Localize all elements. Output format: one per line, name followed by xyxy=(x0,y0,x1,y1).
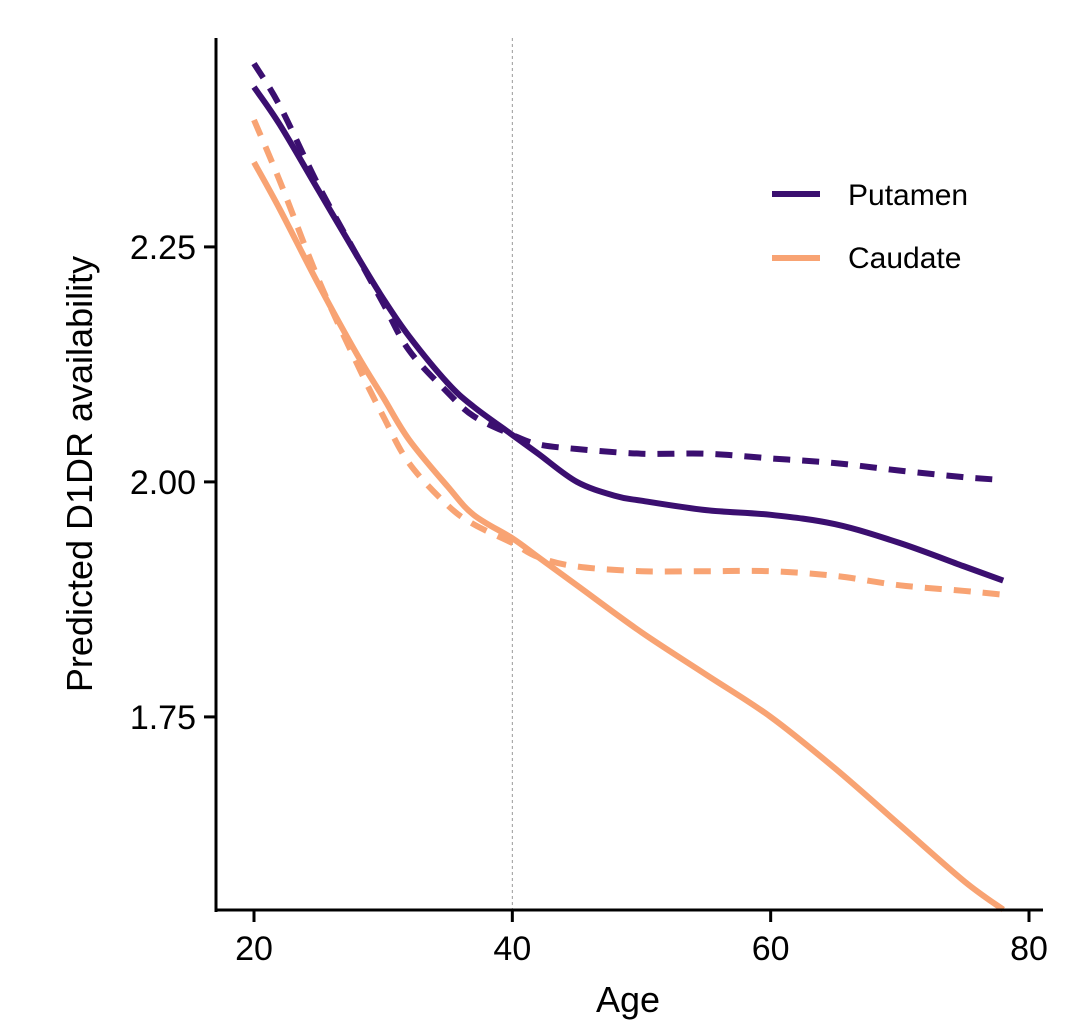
legend-entry-caudate: Caudate xyxy=(772,242,961,275)
x-tick-label: 40 xyxy=(493,930,531,968)
legend-label-caudate: Caudate xyxy=(848,242,961,275)
y-tick-label: 2.25 xyxy=(130,229,196,267)
series-line-putamen-dashed xyxy=(251,62,1004,484)
series-layer xyxy=(251,62,1005,913)
series-line-caudate-dashed xyxy=(251,118,1004,598)
x-tick-label: 80 xyxy=(1010,930,1048,968)
x-axis-title: Age xyxy=(596,979,660,1020)
legend-entry-putamen: Putamen xyxy=(772,179,968,212)
legend: Putamen Caudate xyxy=(772,179,968,275)
y-axis-ticks: 1.75 2.00 2.25 xyxy=(130,229,215,737)
y-tick-label: 2.00 xyxy=(130,464,196,502)
y-axis-title: Predicted D1DR availability xyxy=(59,256,100,692)
y-tick-label: 1.75 xyxy=(130,699,196,737)
x-tick-label: 20 xyxy=(235,930,273,968)
x-axis-ticks: 20 40 60 80 xyxy=(235,911,1048,968)
legend-label-putamen: Putamen xyxy=(848,179,968,212)
x-tick-label: 60 xyxy=(752,930,790,968)
